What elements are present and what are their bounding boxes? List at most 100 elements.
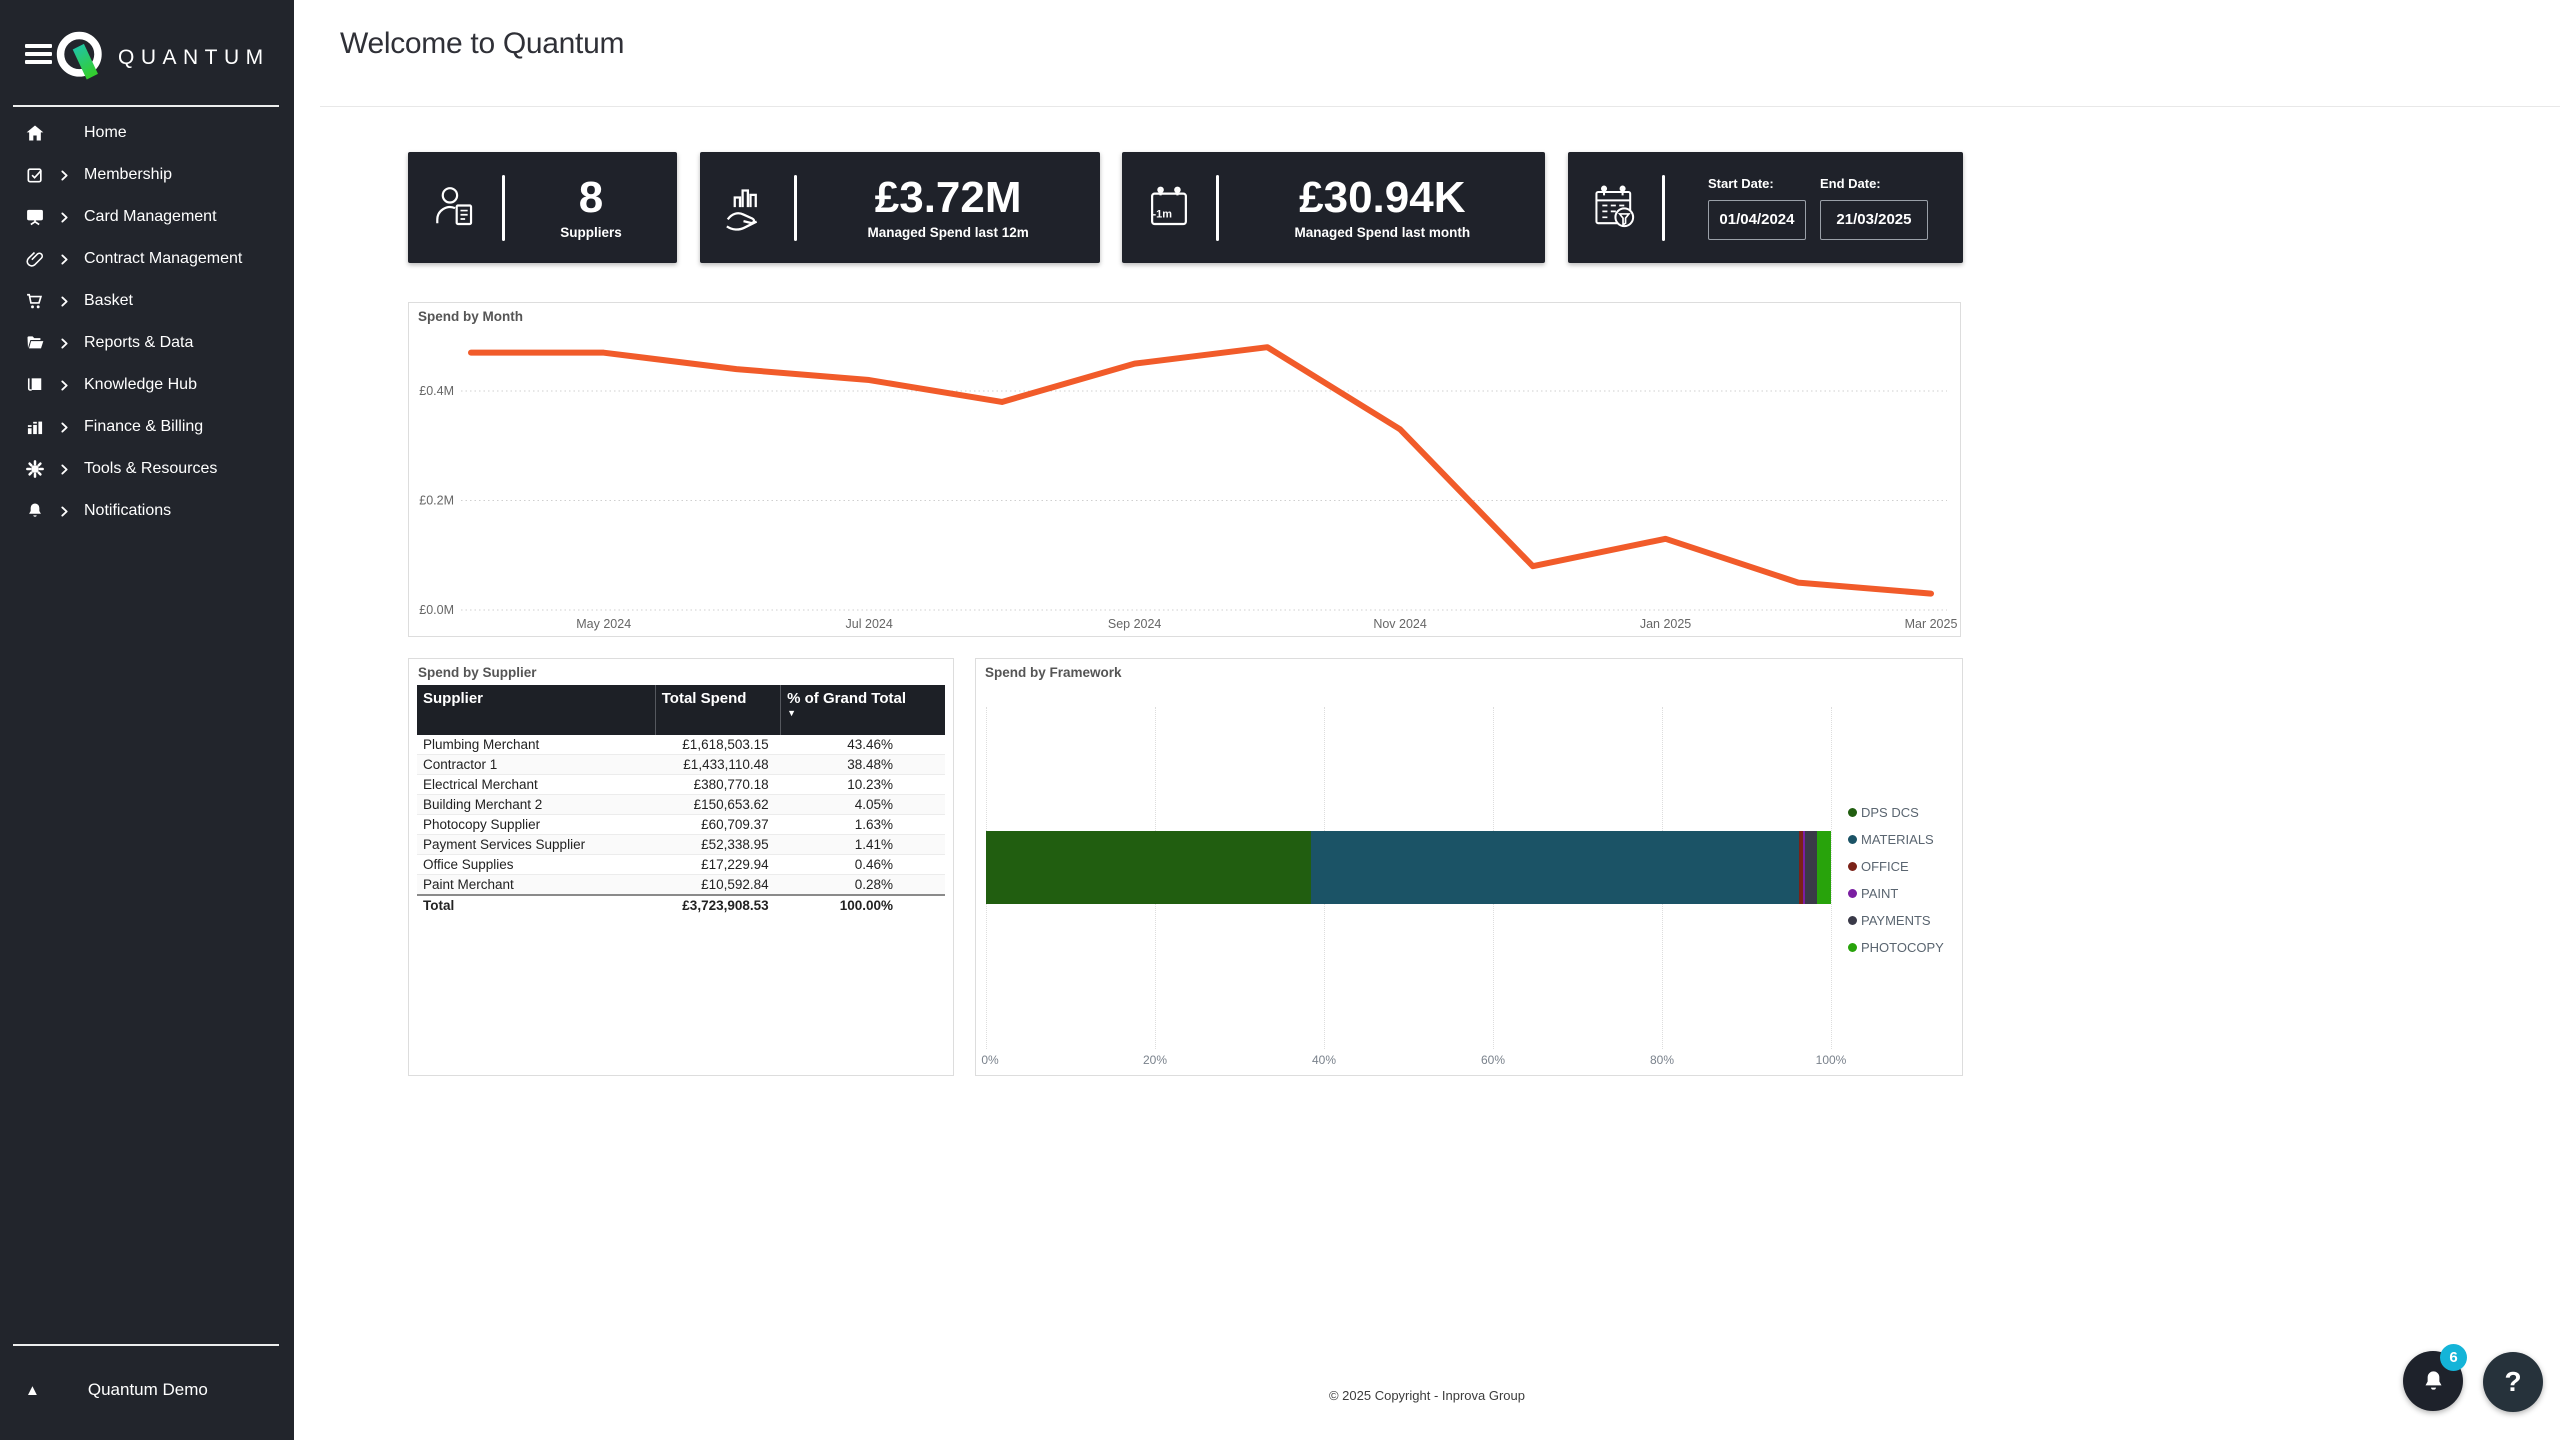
chevron-right-icon: [58, 379, 84, 392]
sidebar-item-home[interactable]: Home: [0, 112, 294, 154]
legend-dot-icon: [1848, 835, 1857, 844]
spend-by-supplier-panel: Spend by Supplier Supplier Total Spend %…: [408, 658, 954, 1076]
table-row[interactable]: Electrical Merchant £380,770.18 10.23%: [417, 774, 945, 795]
spend-line-series[interactable]: [468, 344, 1934, 597]
hand-chart-icon: [700, 180, 794, 236]
kpi-divider: [793, 174, 797, 241]
table-row[interactable]: Paint Merchant £10,592.84 0.28%: [417, 874, 945, 896]
table-row[interactable]: Office Supplies £17,229.94 0.46%: [417, 854, 945, 875]
sidebar-item-membership[interactable]: Membership: [0, 154, 294, 196]
x-axis-label: 20%: [1142, 1053, 1168, 1067]
end-date-input[interactable]: [1819, 199, 1928, 240]
main-content: Welcome to Quantum 8 Suppliers: [294, 0, 2560, 1440]
basket-icon: [25, 291, 58, 311]
chevron-right-icon: [58, 505, 84, 518]
chevron-right-icon: [58, 169, 84, 182]
start-date-label: Start Date:: [1707, 175, 1774, 191]
suppliers-label: Suppliers: [560, 225, 622, 240]
x-axis-label: Jan 2025: [1640, 617, 1691, 631]
table-row[interactable]: Payment Services Supplier £52,338.95 1.41%: [417, 834, 945, 855]
start-date-input[interactable]: [1707, 199, 1806, 240]
legend-item-office[interactable]: OFFICE: [1848, 853, 1944, 880]
spend-by-month-panel: Spend by Month £0.4M £0.2M £0.0M May 2024 Ju…: [408, 302, 1961, 637]
calendar-filter-icon: [1568, 181, 1662, 235]
x-axis-label: Nov 2024: [1373, 617, 1427, 631]
bar-segment-dps-dcs[interactable]: [986, 831, 1312, 904]
bar-segment-office[interactable]: [1799, 831, 1803, 904]
card-management-icon: [25, 207, 58, 227]
legend-item-payments[interactable]: PAYMENTS: [1848, 907, 1944, 934]
y-axis-label: £0.0M: [419, 603, 454, 617]
x-axis-label: 0%: [981, 1053, 999, 1067]
sidebar-item-reports-data[interactable]: Reports & Data: [0, 322, 294, 364]
sidebar-item-contract-management[interactable]: Contract Management: [0, 238, 294, 280]
bar-segment-paint[interactable]: [1802, 831, 1806, 904]
legend-item-dps-dcs[interactable]: DPS DCS: [1848, 799, 1944, 826]
legend-item-paint[interactable]: PAINT: [1848, 880, 1944, 907]
bell-icon: [2425, 1370, 2441, 1390]
quantum-logo-icon: [54, 28, 112, 91]
legend-dot-icon: [1848, 916, 1857, 925]
column-header-supplier[interactable]: Supplier: [417, 685, 656, 735]
legend-dot-icon: [1848, 862, 1857, 871]
table-row[interactable]: Contractor 1 £1,433,110.48 38.48%: [417, 754, 945, 775]
x-axis-label: 40%: [1311, 1053, 1337, 1067]
notifications-button[interactable]: 6: [2403, 1344, 2467, 1411]
supplier-table-body: Plumbing Merchant £1,618,503.15 43.46% Cont…: [417, 735, 945, 896]
sidebar-item-knowledge-hub[interactable]: Knowledge Hub: [0, 364, 294, 406]
chevron-right-icon: [58, 211, 84, 224]
x-axis-label: 80%: [1649, 1053, 1675, 1067]
svg-text:-1m: -1m: [1153, 208, 1173, 220]
managed-spend-12m-value: £3.72M: [874, 173, 1022, 222]
membership-icon: [25, 165, 58, 185]
hamburger-menu-icon[interactable]: [25, 44, 52, 64]
table-row[interactable]: Building Merchant 2 £150,653.62 4.05%: [417, 794, 945, 815]
legend-item-materials[interactable]: MATERIALS: [1848, 826, 1944, 853]
x-axis-label: 60%: [1480, 1053, 1506, 1067]
calendar-last-month-icon: -1m: [1122, 181, 1216, 235]
framework-legend: DPS DCS MATERIALS OFFICE PAINT PAYMENTS PHOTO…: [1848, 799, 1944, 961]
tools-resources-icon: [25, 459, 58, 479]
kpi-card-managed-spend-12m: £3.72M Managed Spend last 12m: [699, 152, 1100, 263]
knowledge-hub-icon: [25, 375, 58, 395]
sidebar-item-tools-resources[interactable]: Tools & Resources: [0, 448, 294, 490]
framework-stacked-bar[interactable]: [986, 831, 1831, 904]
bar-segment-photocopy[interactable]: [1817, 831, 1831, 904]
kpi-row: 8 Suppliers £3.72M Managed Spend last 12…: [408, 152, 1963, 263]
spend-by-framework-title: Spend by Framework: [985, 665, 1122, 680]
chevron-right-icon: [58, 421, 84, 434]
bar-segment-payments[interactable]: [1805, 831, 1818, 904]
org-switcher[interactable]: ▲ Quantum Demo: [0, 1366, 294, 1414]
finance-billing-icon: [25, 417, 58, 437]
chevron-right-icon: [58, 295, 84, 308]
table-total-row: Total £3,723,908.53 100.00%: [417, 894, 945, 915]
sidebar-item-finance-billing[interactable]: Finance & Billing: [0, 406, 294, 448]
help-button[interactable]: ?: [2483, 1352, 2543, 1412]
chevron-right-icon: [58, 253, 84, 266]
column-header-total-spend[interactable]: Total Spend: [654, 685, 781, 735]
sidebar-nav: Home Membership Card Management Contract Ma…: [0, 112, 294, 532]
kpi-divider: [1216, 174, 1220, 241]
x-axis-label: Jul 2024: [846, 617, 893, 631]
sidebar: QUANTUM Home Membership Card Management Con…: [0, 0, 294, 1440]
legend-item-photocopy[interactable]: PHOTOCOPY: [1848, 934, 1944, 961]
column-header-pct-grand-total[interactable]: % of Grand Total ▼: [780, 685, 945, 735]
spend-by-month-plot[interactable]: £0.4M £0.2M £0.0M May 2024 Jul 2024 Sep 2024 N…: [409, 303, 1960, 636]
sidebar-item-notifications[interactable]: Notifications: [0, 490, 294, 532]
sidebar-item-basket[interactable]: Basket: [0, 280, 294, 322]
org-name: Quantum Demo: [87, 1380, 208, 1399]
notification-count-badge: 6: [2440, 1344, 2467, 1371]
table-row[interactable]: Photocopy Supplier £60,709.37 1.63%: [417, 814, 945, 835]
table-row[interactable]: Plumbing Merchant £1,618,503.15 43.46%: [417, 735, 945, 755]
spend-by-supplier-title: Spend by Supplier: [418, 665, 537, 680]
x-axis-label: 100%: [1815, 1053, 1847, 1067]
copyright-footer: © 2025 Copyright - Inprova Group: [1328, 1388, 1525, 1403]
spend-by-framework-panel: Spend by Framework 0% 20% 40% 60% 80% 100% DP…: [975, 658, 1963, 1076]
notifications-icon: [25, 501, 58, 521]
question-mark-icon: ?: [2504, 1366, 2522, 1397]
end-date-label: End Date:: [1819, 175, 1881, 191]
bar-segment-materials[interactable]: [1311, 831, 1800, 904]
reports-data-icon: [25, 333, 58, 353]
sidebar-item-card-management[interactable]: Card Management: [0, 196, 294, 238]
chevron-right-icon: [58, 463, 84, 476]
